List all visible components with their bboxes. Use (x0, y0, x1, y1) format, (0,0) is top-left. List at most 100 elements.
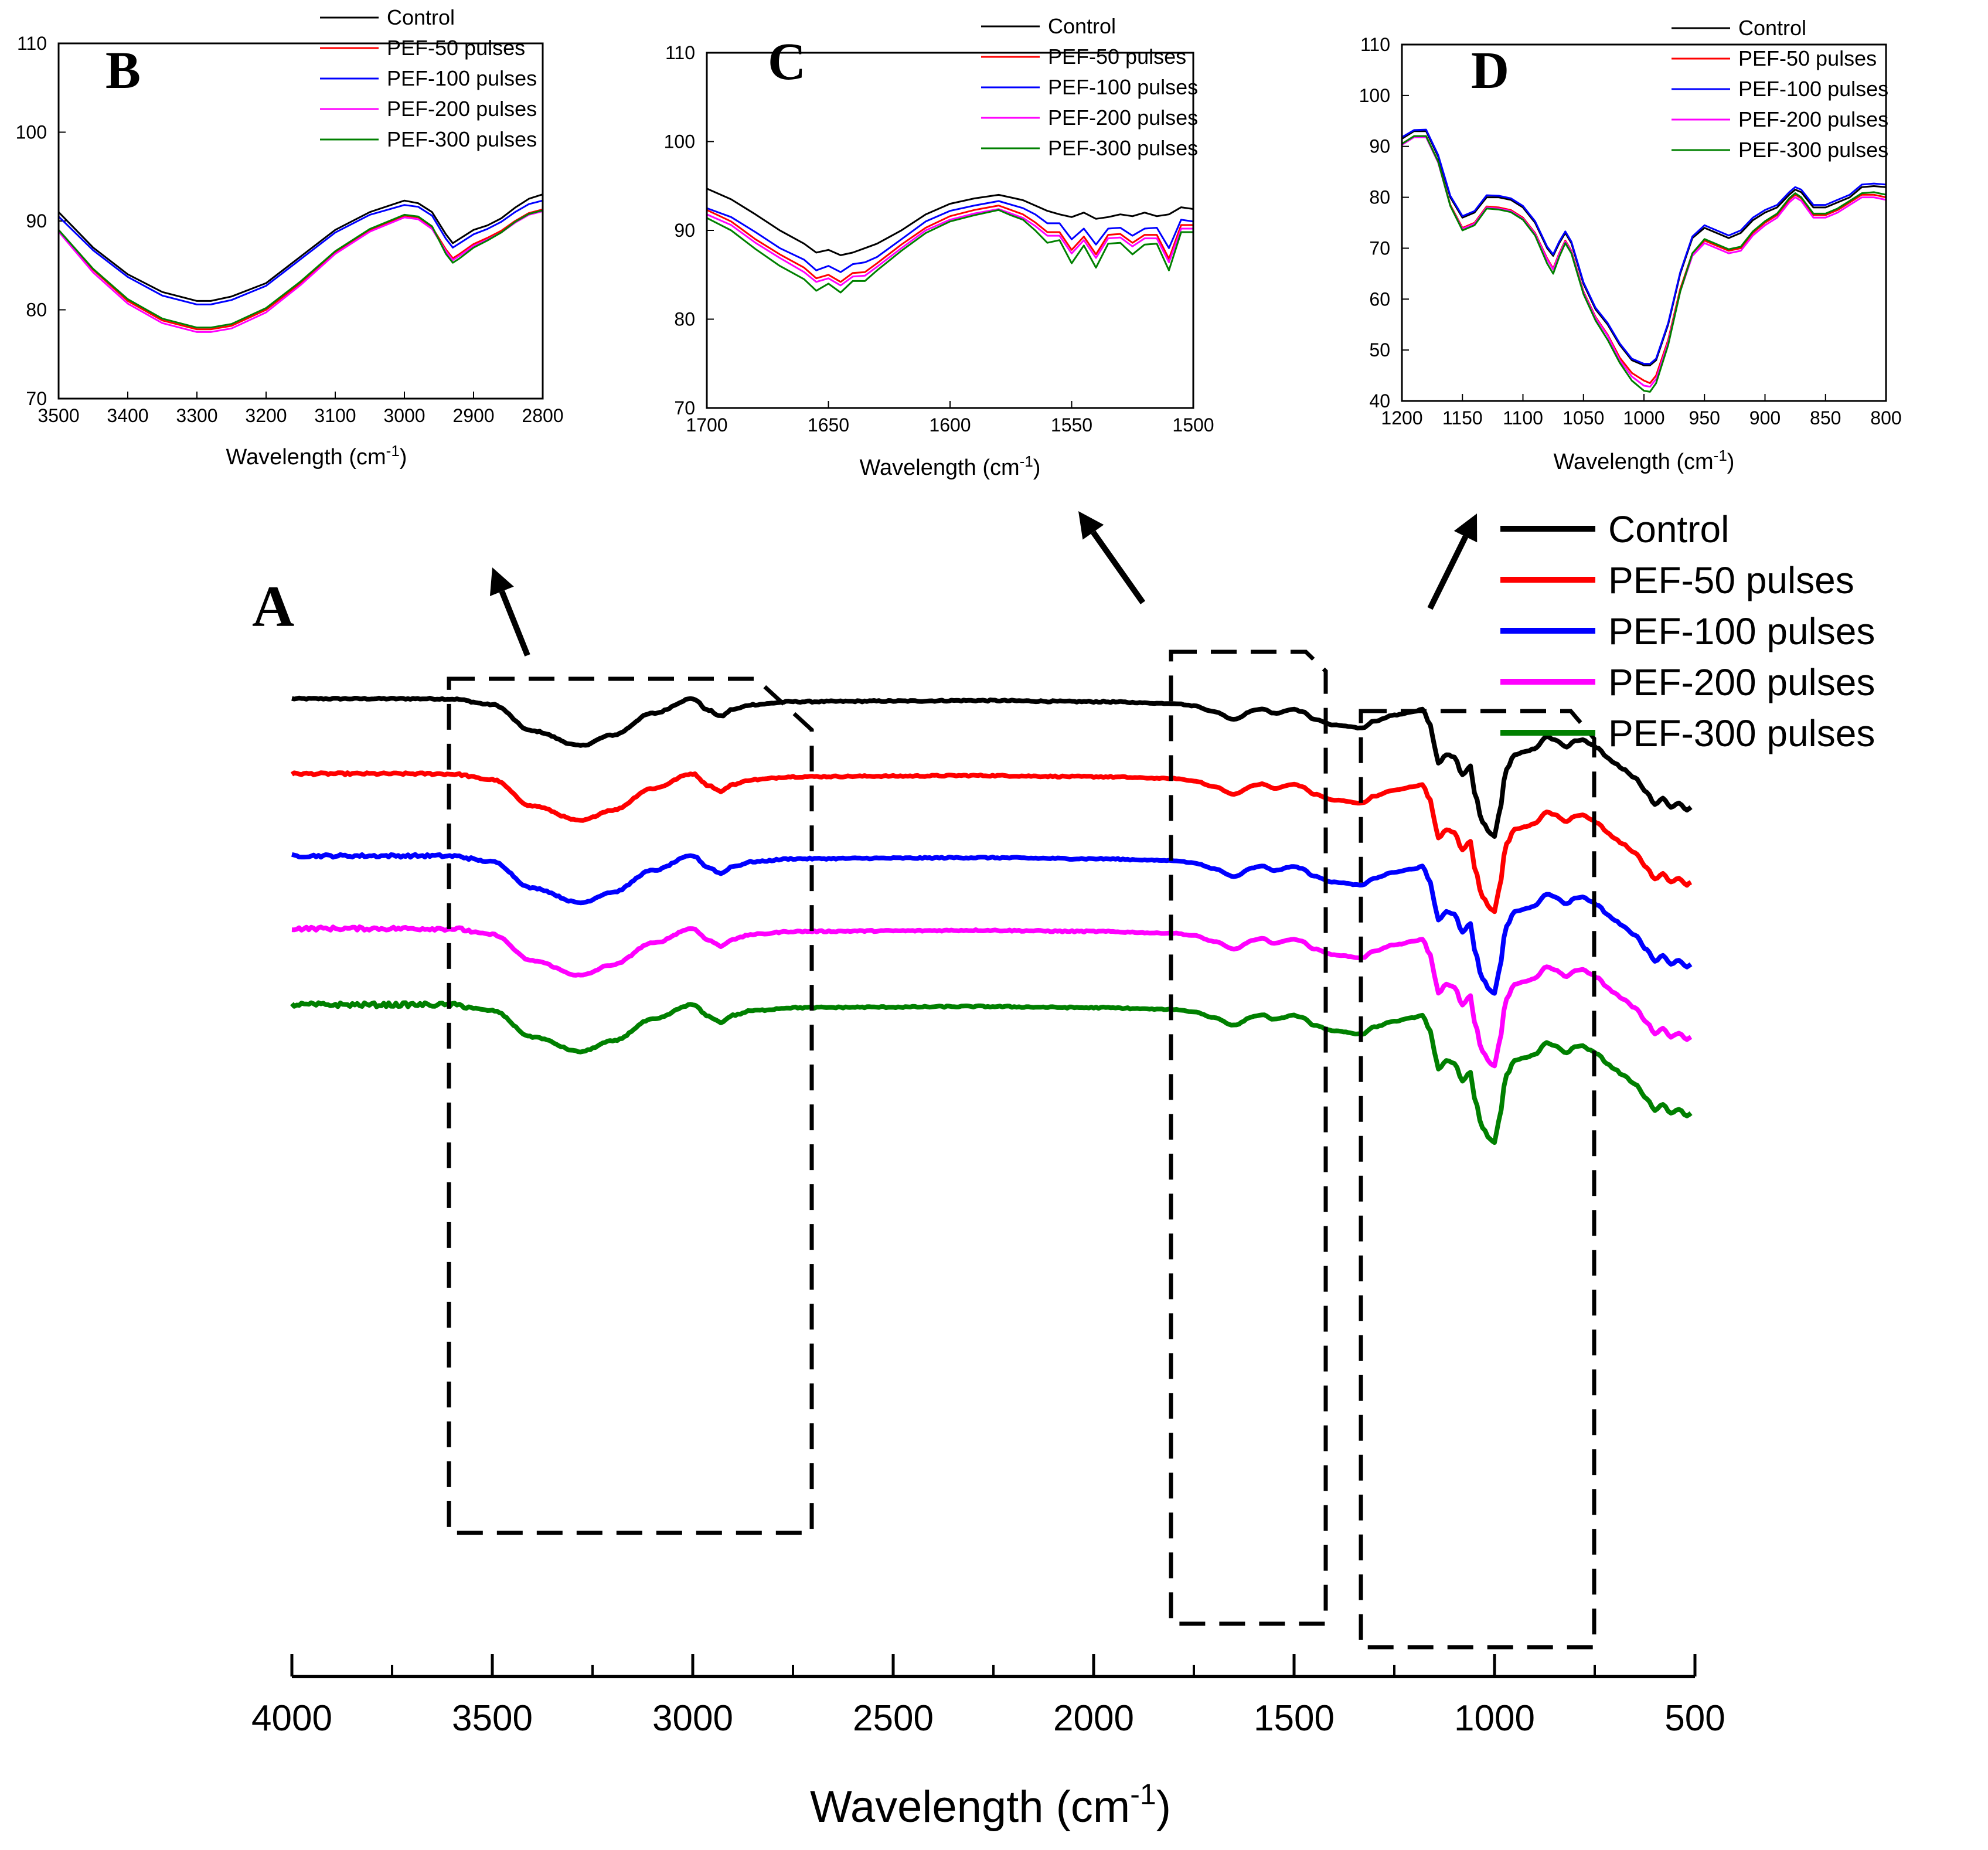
panel-d-x-tick-label: 1050 (1563, 407, 1604, 429)
panel-b-y-tick-label: 100 (16, 122, 47, 143)
panel-b-y-tick-label: 110 (17, 33, 47, 54)
panel-b-series-pef-100-pulses (57, 199, 543, 305)
panel-b-y-tick-label: 90 (26, 210, 47, 232)
panel-b-x-tick-label: 3000 (383, 405, 425, 426)
panel-b-x-tick-label: 3100 (314, 405, 356, 426)
panel-a-series-pef-100-pulses (291, 852, 1693, 996)
panel-d-x-tick-label: 900 (1749, 407, 1781, 429)
panel-d-y-tick-label: 60 (1369, 288, 1390, 310)
panel-d-legend-label: PEF-100 pulses (1738, 77, 1888, 101)
panel-b-letter: B (105, 42, 141, 100)
panel-a-series-pef-300-pulses (290, 1000, 1693, 1145)
panel-d-x-tick-label: 950 (1689, 407, 1720, 429)
panel-a-x-tick-label: 2500 (853, 1698, 934, 1739)
panel-a-x-tick-label: 2000 (1053, 1698, 1134, 1739)
panel-d-frame (1401, 43, 1887, 402)
panel-d: D 1200 1150 1100 1050 1000 950 900 850 800 40 50 60… (1359, 16, 1902, 474)
panel-b-series-control (57, 193, 543, 302)
panel-c-y-tick-label: 90 (674, 220, 695, 241)
panel-c-y-tick-label: 100 (664, 131, 695, 152)
panel-c-series-control (706, 188, 1194, 256)
panel-c-series-pef-300-pulses (706, 209, 1193, 294)
panel-d-y-tick-label: 110 (1360, 34, 1390, 55)
panel-b-legend-label: PEF-300 pulses (387, 127, 537, 151)
panel-d-x-tick-label: 850 (1810, 407, 1841, 429)
zoom-arrow-shaft (1091, 530, 1146, 604)
zoom-boxes (447, 649, 1596, 1650)
zoom-arrow-shaft (1427, 535, 1469, 610)
panel-b-legend-label: PEF-50 pulses (387, 36, 525, 60)
panel-a-letter: A (252, 574, 294, 639)
panel-d-series-pef-50-pulses (1401, 135, 1887, 385)
panel-c-letter: C (768, 33, 806, 91)
panel-a-legend-label: PEF-300 pulses (1608, 712, 1875, 754)
panel-a-legend-label: Control (1608, 508, 1729, 550)
panel-d-x-tick-label: 800 (1870, 407, 1901, 429)
panel-a-legend-label: PEF-100 pulses (1608, 610, 1875, 652)
panel-c-series-pef-100-pulses (706, 200, 1194, 273)
zoom-arrow-head (1078, 511, 1104, 540)
panel-d-y-tick-label: 100 (1359, 85, 1390, 106)
panel-b-legend-label: PEF-100 pulses (387, 66, 537, 90)
panel-b: B 3500 3400 3300 3200 3100 3000 2900 2800 70 80 90… (16, 5, 564, 470)
panel-a-series-control (291, 695, 1693, 839)
panel-d-legend-label: PEF-300 pulses (1738, 138, 1888, 162)
panel-d-y-tick-label: 80 (1369, 187, 1390, 208)
panel-a-x-tick-label: 3500 (452, 1698, 533, 1739)
panel-b-y-tick-label: 70 (26, 388, 47, 409)
panel-c-x-tick-label: 1650 (808, 414, 849, 436)
panel-b-x-tick-label: 3300 (176, 405, 217, 426)
panel-d-y-tick-label: 90 (1369, 136, 1390, 157)
panel-d-y-tick-label: 50 (1369, 339, 1390, 361)
panel-c-series-pef-200-pulses (706, 208, 1193, 287)
zoom-box-d (1359, 709, 1596, 1650)
zoom-arrows (489, 511, 1478, 657)
panel-d-series-pef-100-pulses (1401, 128, 1887, 365)
panel-d-x-tick-label: 1100 (1503, 407, 1543, 429)
panel-c: C 1700 1650 1600 1550 1500 70 80 90 100 110 Contr… (664, 14, 1214, 480)
panel-b-series-pef-300-pulses (57, 209, 543, 329)
panel-b-x-tick-label: 3200 (245, 405, 287, 426)
panel-b-legend-label: PEF-200 pulses (387, 97, 537, 121)
panel-b-x-tick-label: 2800 (522, 405, 563, 426)
zoom-arrow-head (489, 567, 514, 597)
panel-c-legend-label: PEF-100 pulses (1048, 75, 1198, 99)
panel-c-x-tick-label: 1500 (1172, 414, 1214, 436)
panel-a-legend-label: PEF-50 pulses (1608, 559, 1854, 601)
zoom-arrow-shaft (499, 590, 530, 657)
panel-d-letter: D (1471, 42, 1509, 100)
panel-a-x-tick-label: 3000 (652, 1698, 733, 1739)
panel-c-y-tick-label: 110 (665, 42, 695, 63)
panel-a-series-pef-50-pulses (290, 770, 1693, 914)
panel-c-y-tick-label: 70 (674, 397, 695, 419)
panel-b-y-tick-label: 80 (26, 300, 47, 321)
panel-d-x-tick-label: 1000 (1623, 407, 1664, 429)
panel-d-legend-label: Control (1738, 16, 1806, 40)
zoom-box-b (447, 676, 814, 1535)
panel-a: A 4000 3500 3000 2500 2000 1500 1000 500 Contro… (251, 508, 1875, 1832)
panel-a-x-axis-label: Wavelength (cm-1) (810, 1778, 1171, 1832)
panel-c-frame (706, 52, 1194, 409)
panel-c-y-tick-label: 80 (674, 309, 695, 330)
panel-a-x-tick-label: 4000 (251, 1698, 332, 1739)
panel-b-x-tick-label: 3500 (38, 405, 79, 426)
panel-c-series-pef-50-pulses (706, 205, 1193, 283)
panel-c-legend-label: PEF-200 pulses (1048, 106, 1198, 130)
panel-d-series-pef-300-pulses (1401, 135, 1887, 393)
panel-d-legend-label: PEF-200 pulses (1738, 107, 1888, 131)
panel-c-x-tick-label: 1600 (929, 414, 971, 436)
panel-c-x-axis-label: Wavelength (cm-1) (860, 453, 1041, 480)
panel-d-legend-label: PEF-50 pulses (1738, 46, 1877, 70)
panel-a-x-tick-label: 1500 (1254, 1698, 1335, 1739)
panel-c-legend-label: Control (1048, 14, 1116, 38)
panel-c-x-tick-label: 1550 (1051, 414, 1092, 436)
panel-d-series-pef-200-pulses (1401, 136, 1887, 388)
panel-d-y-tick-label: 40 (1369, 390, 1390, 412)
panel-b-x-tick-label: 3400 (107, 405, 148, 426)
panel-d-x-tick-label: 1150 (1442, 407, 1483, 429)
panel-a-x-tick-label: 1000 (1454, 1698, 1535, 1739)
panel-d-series-control (1401, 130, 1887, 366)
zoom-arrow-head (1453, 513, 1478, 543)
